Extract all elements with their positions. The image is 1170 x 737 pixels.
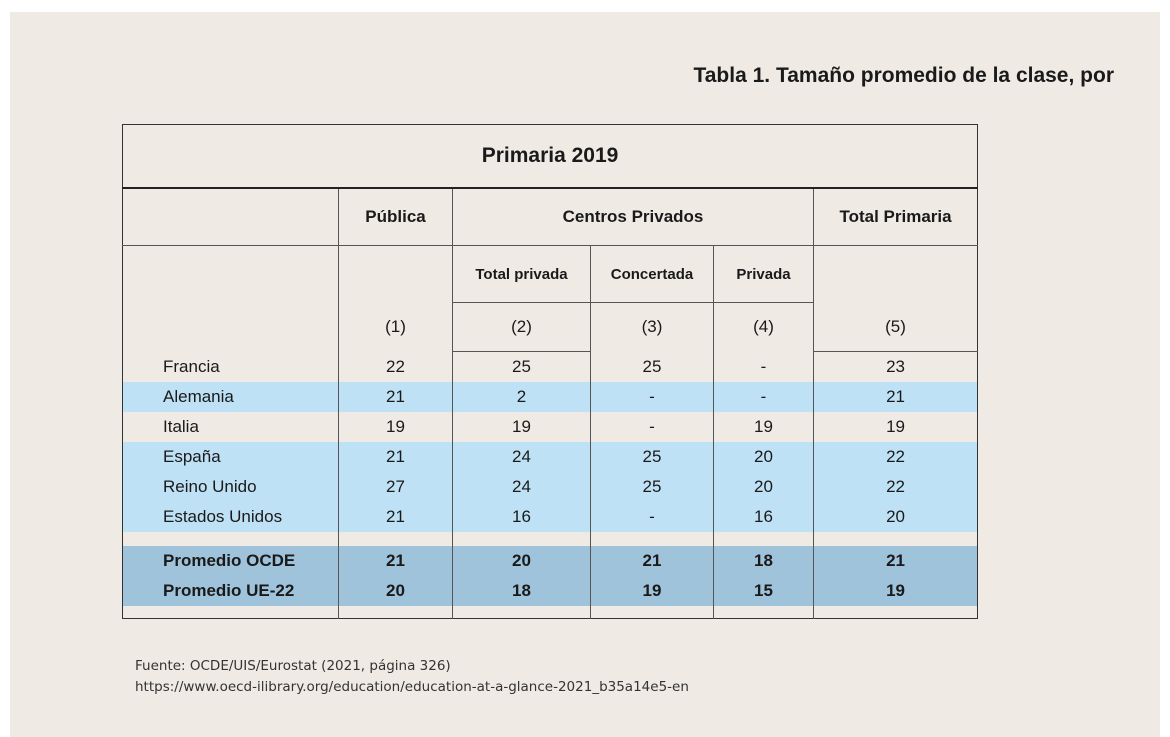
cell: 19	[812, 576, 978, 606]
cell: 19	[452, 412, 591, 442]
cell: 24	[452, 442, 591, 472]
cell: 19	[713, 412, 814, 442]
source-url: https://www.oecd-ilibrary.org/education/…	[135, 679, 689, 695]
cell: 21	[338, 546, 453, 576]
class-size-table: Primaria 2019 Pública Centros Privados T…	[122, 124, 979, 619]
table-row: Reino Unido 27 24 25 20 22	[122, 472, 978, 502]
cell: -	[590, 412, 714, 442]
cell: 22	[812, 472, 978, 502]
document-page: Tabla 1. Tamaño promedio de la clase, po…	[10, 12, 1160, 737]
col-num-2: (2)	[452, 302, 591, 352]
cell: 20	[452, 546, 591, 576]
table-caption: Primaria 2019	[122, 124, 978, 189]
header-centros-privados: Centros Privados	[452, 188, 814, 246]
cell: 19	[812, 412, 978, 442]
header-concertada: Concertada	[590, 245, 714, 303]
cell: 25	[590, 442, 714, 472]
table-row: Francia 22 25 25 - 23	[123, 351, 978, 382]
table-row: España 21 24 25 20 22	[122, 442, 978, 472]
row-country: Promedio OCDE	[122, 546, 339, 576]
table-row: Alemania 21 2 - - 21	[122, 382, 978, 412]
cell: 16	[452, 502, 591, 532]
cell: 21	[338, 442, 453, 472]
cell: 21	[590, 546, 714, 576]
cell: 23	[812, 351, 978, 382]
header-total-privada: Total privada	[452, 245, 591, 303]
cell: 2	[452, 382, 591, 412]
cell: 15	[713, 576, 814, 606]
header-privada: Privada	[713, 245, 814, 303]
header-empty	[122, 188, 339, 246]
table-row: Estados Unidos 21 16 - 16 20	[122, 502, 978, 532]
cell: 19	[338, 412, 453, 442]
average-row: Promedio UE-22 20 18 19 15 19	[122, 576, 978, 606]
cell: 24	[452, 472, 591, 502]
cell: 21	[338, 502, 453, 532]
row-country: Reino Unido	[122, 472, 339, 502]
average-row: Promedio OCDE 21 20 21 18 21	[122, 546, 978, 576]
cell: -	[590, 502, 714, 532]
cell: 18	[713, 546, 814, 576]
col-num-4: (4)	[713, 302, 814, 352]
cell: -	[713, 382, 814, 412]
row-country: Estados Unidos	[122, 502, 339, 532]
cell: -	[713, 351, 814, 382]
cell: 21	[338, 382, 453, 412]
row-country: Alemania	[122, 382, 339, 412]
cell: 22	[338, 351, 453, 382]
cell: 20	[713, 442, 814, 472]
cell: 25	[452, 351, 591, 382]
header-total-primaria: Total Primaria	[812, 188, 978, 246]
cell: 27	[338, 472, 453, 502]
source-text: Fuente: OCDE/UIS/Eurostat (2021, página …	[135, 658, 451, 674]
table-row: Italia 19 19 - 19 19	[123, 412, 978, 442]
cell: -	[590, 382, 714, 412]
cell: 22	[812, 442, 978, 472]
row-country: España	[122, 442, 339, 472]
row-country: Promedio UE-22	[122, 576, 339, 606]
header-publica: Pública	[338, 188, 453, 246]
cell: 21	[812, 546, 978, 576]
table-title: Tabla 1. Tamaño promedio de la clase, po…	[693, 64, 1114, 87]
source-note: Fuente: OCDE/UIS/Eurostat (2021, página …	[135, 656, 689, 698]
col-num-1: (1)	[338, 302, 453, 352]
cell: 20	[812, 502, 978, 532]
cell: 20	[713, 472, 814, 502]
col-num-3: (3)	[590, 302, 714, 352]
cell: 20	[338, 576, 453, 606]
cell: 21	[812, 382, 978, 412]
cell: 16	[713, 502, 814, 532]
cell: 19	[590, 576, 714, 606]
row-country: Francia	[163, 356, 220, 376]
cell: 25	[590, 351, 714, 382]
row-country: Italia	[163, 417, 199, 436]
cell: 18	[452, 576, 591, 606]
col-num-5: (5)	[812, 302, 978, 352]
cell: 25	[590, 472, 714, 502]
